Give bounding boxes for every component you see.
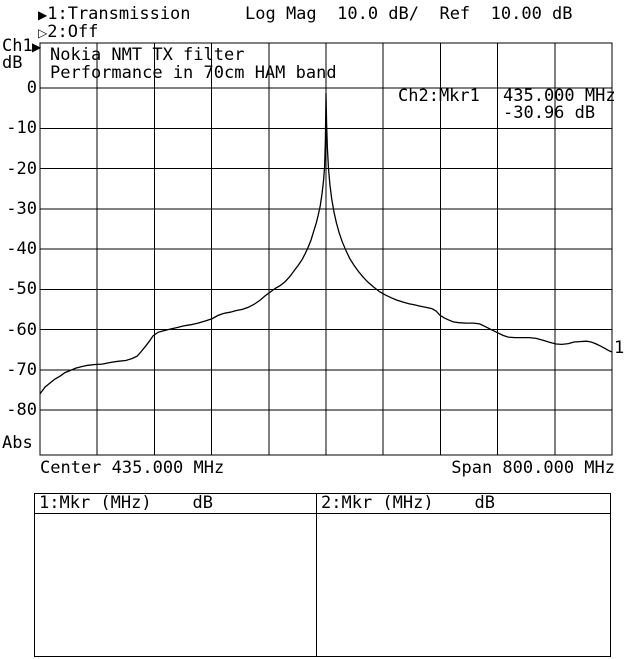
y-axis-tick-label: -60 — [6, 319, 37, 340]
span-frequency-label: Span 800.000 MHz — [451, 458, 615, 478]
marker-readout-frequency: 435.000 MHz — [503, 86, 616, 106]
plot-title-line2: Performance in 70cm HAM band — [50, 63, 337, 83]
trace-number-label: 1 — [614, 338, 625, 358]
axis-unit-label: dB — [2, 53, 23, 73]
reference-level-triangle-icon: ▶ — [32, 40, 42, 54]
marker-table-2-header: 2:Mkr (MHz) dB — [317, 494, 610, 514]
channel2-label: 2:Off — [47, 22, 99, 42]
y-axis-tick-label: -40 — [6, 239, 37, 259]
axis-mode-label: Abs — [2, 433, 33, 453]
channel-axis-label: Ch1 — [2, 36, 33, 56]
channel2-annotation: ▷2:Off — [38, 23, 98, 42]
y-axis-tick-label: -10 — [6, 118, 37, 139]
y-axis-tick-label: -30 — [6, 198, 37, 219]
center-frequency-label: Center 435.000 MHz — [40, 458, 225, 478]
y-axis-tick-label: -80 — [6, 400, 37, 420]
marker-table-1-header: 1:Mkr (MHz) dB — [35, 494, 316, 514]
plot-title-line1: Nokia NMT TX filter — [50, 45, 245, 65]
marker-readout-source: Ch2:Mkr1 — [398, 86, 480, 106]
marker-table-2: 2:Mkr (MHz) dB — [316, 493, 611, 657]
y-axis-tick-label: -20 — [6, 158, 37, 179]
measurement-format-label: Log Mag 10.0 dB/ Ref 10.00 dB — [245, 4, 573, 24]
inactive-channel-triangle-icon: ▷ — [38, 26, 48, 40]
channel1-label: 1:Transmission — [47, 4, 191, 24]
transmission-trace — [39, 93, 613, 395]
channel1-annotation: ▶1:Transmission — [38, 5, 191, 24]
y-axis-tick-label: -70 — [6, 359, 37, 380]
marker-readout-value: -30.96 dB — [503, 103, 596, 123]
y-axis-tick-label: -50 — [6, 279, 37, 300]
y-axis-tick-label: 0 — [26, 78, 37, 98]
active-channel-triangle-icon: ▶ — [38, 8, 48, 22]
marker-table-1: 1:Mkr (MHz) dB — [34, 493, 317, 657]
